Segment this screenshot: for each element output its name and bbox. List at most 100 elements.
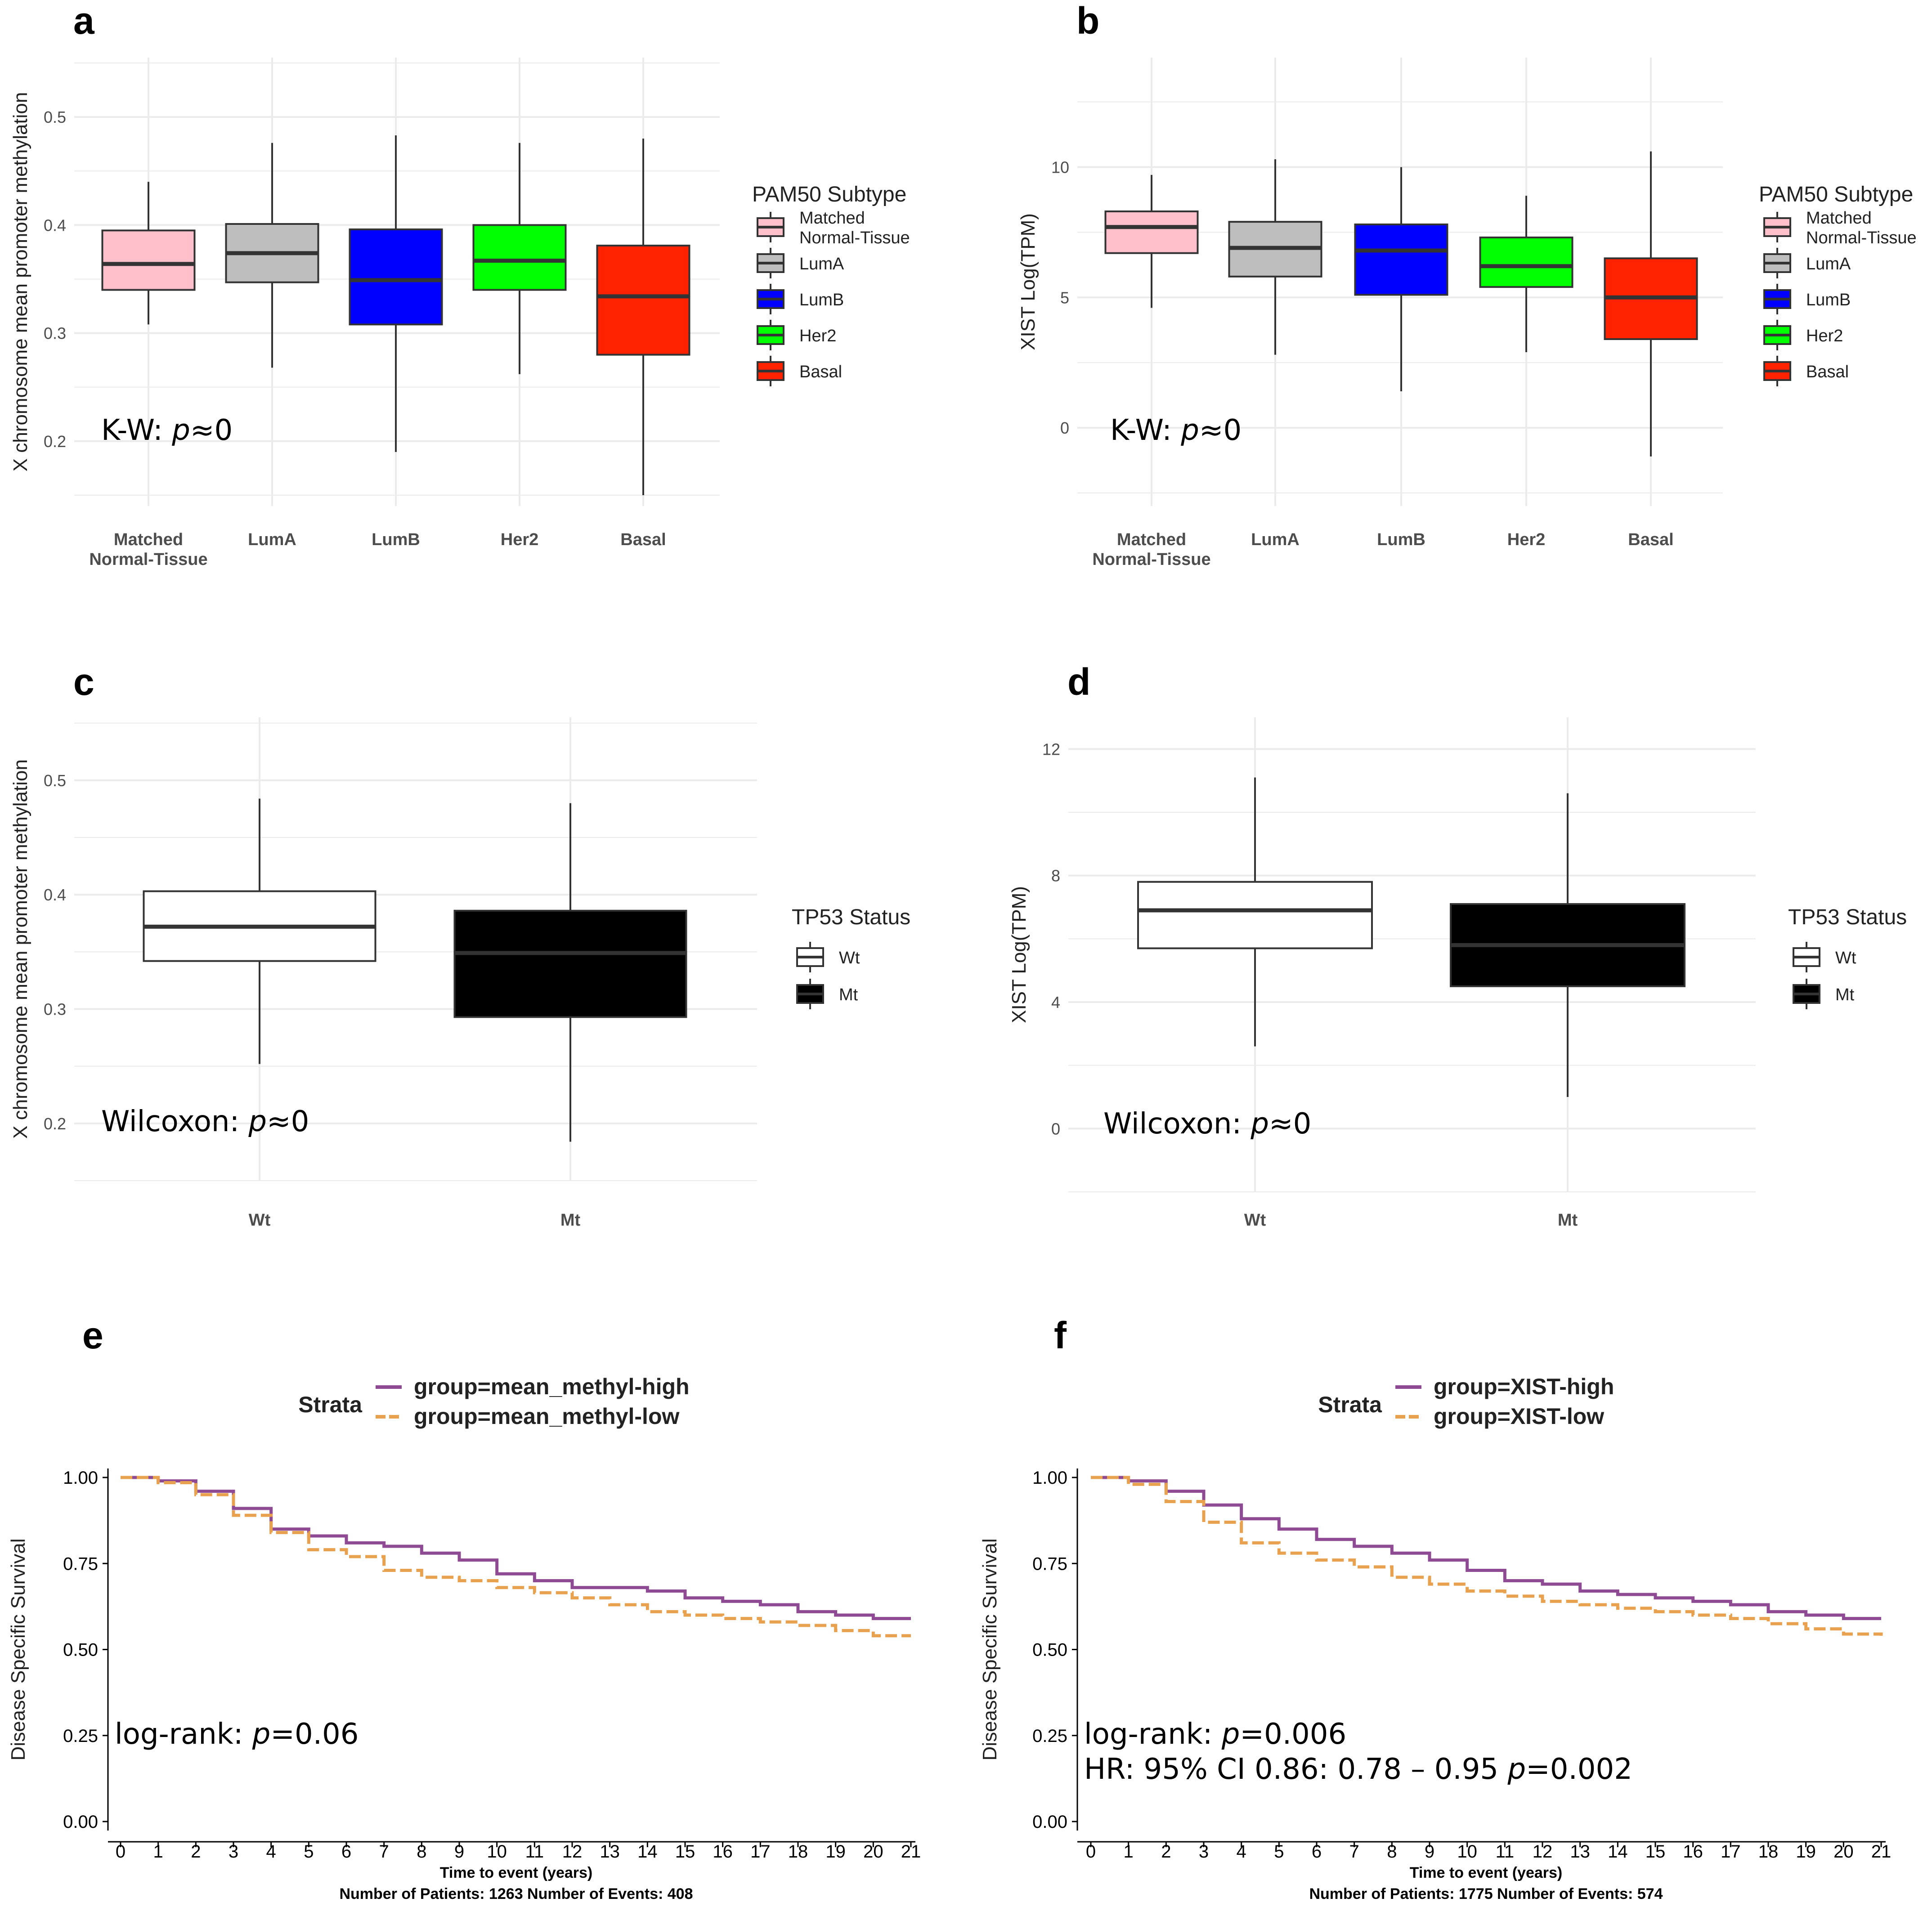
x-tick-label: 14 — [637, 1842, 658, 1862]
stat-annotation: log-rank: p=0.06 — [115, 1718, 359, 1751]
stat-annotation-prefix: K-W: — [1110, 414, 1181, 447]
stat-annotation-p: p — [252, 1718, 271, 1751]
box-3 — [472, 143, 567, 374]
x-tick-label: 0 — [116, 1842, 126, 1862]
legend-entry-line: Matched — [1806, 209, 1872, 228]
y-tick-label: 0.75 — [1032, 1554, 1067, 1574]
box-3 — [1479, 196, 1573, 353]
legend-entry-line: LumB — [799, 291, 844, 309]
box-rect — [101, 229, 196, 291]
y-tick-label: 0.50 — [63, 1640, 98, 1660]
stat-annotation-value: =0.006 — [1240, 1718, 1346, 1751]
box-1 — [1450, 793, 1685, 1097]
legend-entry: Basal — [799, 363, 842, 381]
y-tick-label: 0.3 — [44, 324, 66, 343]
legend-entry: Wt — [1835, 949, 1856, 967]
y-tick-label: 0.50 — [1032, 1640, 1067, 1660]
x-tick-label: Mt — [560, 1211, 581, 1230]
stat-annotation: Wilcoxon: p≈0 — [1103, 1107, 1311, 1141]
x-tick-label-line: LumA — [248, 530, 296, 549]
x-tick-label: Mt — [1558, 1211, 1578, 1230]
x-tick-label-line: Basal — [620, 530, 666, 549]
legend-entry: Her2 — [1806, 327, 1843, 345]
risk-footer: Number of Patients: 1775 Number of Event… — [1309, 1885, 1663, 1903]
strata-entry: group=mean_methyl-high — [414, 1374, 690, 1399]
legend-entry-line: Mt — [1835, 985, 1855, 1004]
x-tick-label: 8 — [1387, 1842, 1397, 1862]
x-tick-label: 2 — [1161, 1842, 1171, 1862]
legend-entry-line: Basal — [1806, 363, 1849, 381]
panel-e: e0.000.250.500.751.000 1 2 3 4 5 6 7 8 9 10 11 12 13 1… — [7, 1314, 921, 1903]
stat-annotation-p: p — [1180, 414, 1199, 447]
stat-annotation-p: p — [248, 1105, 267, 1138]
x-tick-label: 6 — [1312, 1842, 1322, 1862]
y-tick-label: 0.25 — [1032, 1726, 1067, 1746]
box-0 — [101, 182, 196, 325]
legend-entry: LumA — [799, 255, 844, 273]
legend-title: TP53 Status — [792, 905, 910, 929]
panel-letter-f: f — [1054, 1314, 1067, 1356]
x-tick-label-line: Normal-Tissue — [1092, 550, 1210, 569]
legend-entry: LumB — [1806, 291, 1851, 309]
y-tick-label: 0.75 — [63, 1554, 98, 1574]
y-tick-label: 0.4 — [44, 886, 66, 904]
strata-legend: Strata group=mean_methyl-high group=mean_m… — [298, 1374, 689, 1429]
y-tick-label: 0.00 — [63, 1812, 98, 1832]
legend-entry-line: Wt — [839, 949, 860, 967]
y-tick-label: 0.3 — [44, 1000, 66, 1019]
legend-entry: LumB — [799, 291, 844, 309]
legend-entry: Mt — [1835, 985, 1855, 1004]
x-tick-label: Wt — [249, 1211, 271, 1230]
y-tick-label: 0 — [1060, 419, 1069, 437]
legend-entry: Matched Normal-Tissue — [799, 209, 910, 247]
x-tick-label: 4 — [1237, 1842, 1246, 1862]
y-tick-label: 0.5 — [44, 108, 66, 126]
legend: TP53 Status Wt Mt — [792, 905, 910, 1009]
x-tick-label: 12 — [1533, 1842, 1553, 1862]
legend-title: PAM50 Subtype — [752, 183, 906, 206]
x-tick-label: 3 — [1199, 1842, 1209, 1862]
stat-annotation-p: p — [1221, 1718, 1240, 1751]
x-tick-label: LumB — [1377, 530, 1425, 549]
y-axis-label: Disease Specific Survival — [7, 1539, 29, 1761]
x-tick-label: Her2 — [1507, 530, 1546, 549]
box-4 — [596, 139, 690, 495]
strata-entry: group=XIST-high — [1434, 1374, 1614, 1399]
stat-annotation-prefix: Wilcoxon: — [1103, 1107, 1251, 1141]
y-tick-label: 1.00 — [63, 1468, 98, 1488]
stat-annotation-p: p — [171, 414, 190, 447]
panel-letter-e: e — [82, 1314, 103, 1356]
y-axis-label: Disease Specific Survival — [979, 1539, 1001, 1761]
legend-entry-line: Normal-Tissue — [799, 228, 910, 247]
legend-entry-line: LumA — [1806, 255, 1851, 273]
x-tick-label: 15 — [675, 1842, 695, 1862]
x-tick-label-line: Her2 — [501, 530, 539, 549]
y-tick-label: 8 — [1051, 867, 1060, 885]
y-tick-label: 4 — [1051, 993, 1060, 1012]
x-tick-label: Matched Normal-Tissue — [1092, 530, 1210, 569]
x-tick-label: Her2 — [501, 530, 539, 549]
x-axis-label: Time to event (years) — [440, 1864, 593, 1881]
legend-entry: Mt — [839, 985, 858, 1004]
x-tick-label: 0 — [1086, 1842, 1096, 1862]
legend-entry-line: Matched — [799, 209, 865, 228]
x-tick-label: 19 — [1796, 1842, 1816, 1862]
y-tick-label: 0 — [1051, 1119, 1060, 1138]
x-tick-label: 2 — [191, 1842, 201, 1862]
panel-d: d 0 4 8 12 XIST Log(TPM) Wt Mt TP53 Status Wt Mt Wi… — [1008, 661, 1907, 1230]
stat-annotation-p: p — [1250, 1107, 1269, 1141]
box-0 — [1137, 777, 1373, 1047]
box-rect — [453, 909, 687, 1018]
stat-annotation-prefix: HR: 95% CI 0.86: 0.78 – 0.95 — [1084, 1753, 1507, 1786]
x-tick-label: 1 — [1124, 1842, 1134, 1862]
x-tick-label-line: Mt — [560, 1211, 581, 1230]
x-tick-label: Wt — [1244, 1211, 1266, 1230]
x-tick-label: 17 — [750, 1842, 771, 1862]
box-2 — [1354, 167, 1448, 391]
y-tick-label: 1.00 — [1032, 1468, 1067, 1488]
box-0 — [1104, 175, 1199, 308]
legend-entry-line: Her2 — [799, 327, 836, 345]
panel-a: a 0.2 0.3 0.4 0.5 X chromosome mean promoter … — [9, 0, 910, 569]
x-tick-label-line: Mt — [1558, 1211, 1578, 1230]
